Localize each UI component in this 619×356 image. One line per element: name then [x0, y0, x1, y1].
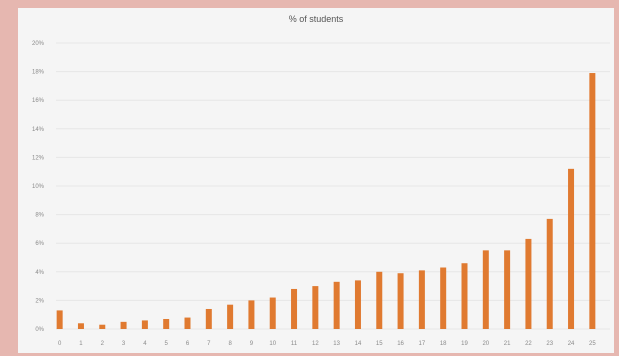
bar	[568, 168, 575, 329]
bar	[248, 300, 255, 329]
x-tick-label: 18	[440, 341, 447, 347]
bar	[163, 318, 170, 329]
bar	[120, 321, 127, 329]
y-tick-label: 14%	[32, 127, 45, 133]
y-tick-label: 6%	[35, 241, 44, 247]
x-tick-label: 12	[312, 341, 319, 347]
x-tick-label: 20	[482, 341, 489, 347]
x-tick-label: 11	[291, 341, 298, 347]
y-tick-label: 2%	[35, 298, 44, 304]
bar	[440, 267, 447, 329]
y-tick-label: 8%	[35, 213, 44, 219]
x-tick-label: 9	[250, 341, 254, 347]
y-tick-label: 0%	[35, 327, 44, 333]
x-tick-label: 10	[269, 341, 276, 347]
y-tick-label: 12%	[32, 155, 45, 161]
x-tick-label: 15	[376, 341, 383, 347]
bar	[525, 238, 532, 329]
bar	[589, 73, 596, 329]
y-tick-label: 20%	[32, 41, 45, 47]
bar	[99, 324, 106, 329]
bar	[333, 281, 340, 329]
x-tick-label: 16	[397, 341, 404, 347]
bar	[227, 304, 234, 329]
x-tick-label: 21	[504, 341, 511, 347]
y-axis-ticks: 0% 2% 4% 6% 8% 10% 12% 14% 16% 18% 20%	[32, 41, 45, 333]
x-tick-label: 14	[355, 341, 362, 347]
bar	[397, 273, 404, 329]
bar	[504, 250, 511, 329]
y-tick-label: 4%	[35, 270, 44, 276]
bars	[56, 73, 596, 329]
bar	[141, 320, 148, 329]
bar	[205, 308, 212, 329]
y-tick-label: 18%	[32, 70, 45, 76]
x-tick-label: 22	[525, 341, 532, 347]
x-tick-label: 8	[228, 341, 232, 347]
x-tick-label: 23	[546, 341, 553, 347]
bar	[546, 218, 553, 329]
bar	[461, 263, 468, 329]
y-tick-label: 10%	[32, 184, 45, 190]
bar	[418, 270, 425, 329]
x-tick-label: 1	[79, 341, 83, 347]
bar	[56, 310, 63, 329]
bar	[354, 280, 361, 329]
x-tick-label: 5	[165, 341, 169, 347]
bar	[482, 250, 489, 329]
bar	[269, 297, 276, 329]
x-tick-label: 25	[589, 341, 596, 347]
x-tick-label: 13	[333, 341, 340, 347]
bar	[184, 317, 191, 329]
x-tick-label: 17	[419, 341, 426, 347]
x-tick-label: 4	[143, 341, 147, 347]
bar	[312, 286, 319, 329]
gridlines	[56, 42, 610, 330]
x-tick-label: 0	[58, 341, 62, 347]
x-tick-label: 19	[461, 341, 468, 347]
y-tick-label: 16%	[32, 98, 45, 104]
bar	[376, 271, 383, 329]
x-tick-label: 2	[101, 341, 105, 347]
x-tick-label: 3	[122, 341, 126, 347]
chart-frame: % of students 0% 2% 4% 6% 8% 10% 12% 14% 16% 18% 2…	[18, 8, 614, 353]
x-tick-label: 7	[207, 341, 211, 347]
x-axis-ticks: 0 1 2 3 4 5 6 7 8 9 10 11 12 13 14 15 16 17 18 19 20 21 22 23 24…	[58, 341, 596, 347]
chart-title: % of students	[288, 14, 344, 24]
x-tick-label: 6	[186, 341, 190, 347]
x-tick-label: 24	[568, 341, 575, 347]
bar	[77, 323, 84, 329]
bar	[291, 288, 298, 329]
